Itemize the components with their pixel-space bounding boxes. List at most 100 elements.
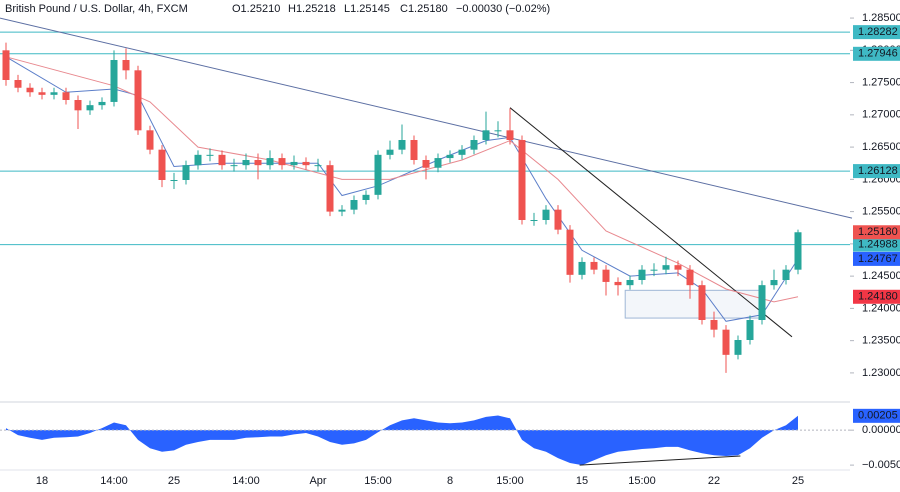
candle-body [50,92,58,95]
candle-body [230,165,238,167]
last-price-label-text: 1.25180 [858,226,898,238]
ohlc-label: C1.25180 [400,3,448,15]
y-tick-label: 1.28500 [862,12,900,24]
candle-body [542,209,550,220]
candle-body [770,280,778,286]
candle-body [626,280,634,286]
candle-body [410,140,418,160]
candle-body [134,70,142,131]
candle-body [386,149,394,155]
candle-body [470,140,478,150]
candle-body [638,269,646,280]
candle-body [566,229,574,275]
candle-body [398,140,406,150]
indicator-label-box [853,408,900,423]
level-label-box [853,164,900,179]
x-tick-label: 15:00 [628,475,656,487]
candle-body [38,92,46,95]
candle-body [62,92,70,100]
candle-body [74,100,82,111]
y-tick-label: 1.25500 [862,206,900,218]
level-label: 1.24988 [853,237,900,252]
ohlc-label: O1.25210 [232,3,280,15]
candle-body [218,154,226,166]
candle-body [518,140,526,220]
x-tick-label: 15 [576,475,588,487]
candle-body [686,269,694,286]
y-tick-label: 1.24000 [862,302,900,314]
candle-body [362,194,370,200]
chart-title: British Pound / U.S. Dollar, 4h, FXCM [5,3,188,15]
candle-body [302,161,310,166]
candle-body [578,261,586,275]
trend-line [509,107,793,338]
ma-label-box [853,251,900,266]
level-label-text: 1.27946 [858,48,898,60]
y-tick-label: 1.27000 [862,109,900,121]
candle-body [698,285,706,320]
trend-line [0,17,853,219]
candle-body [350,200,358,210]
candle-body [98,101,106,106]
candle-body [290,161,298,166]
candle-body [158,149,166,180]
candle-body [614,281,622,286]
candle-body [674,265,682,270]
moving-average [5,56,799,303]
candle-body [182,165,190,180]
candle-body [710,320,718,330]
level-label-text: 1.24988 [858,239,898,251]
ma-label-box [853,289,900,304]
candle-body [326,165,334,212]
candle-body [242,160,250,166]
level-label-text: 1.26128 [858,165,898,177]
candle-body [266,158,274,166]
indicator-area [6,415,798,466]
y-tick-label: 1.26500 [862,141,900,153]
candle-body [662,265,670,270]
x-tick-label: 25 [168,475,180,487]
candle-body [482,130,490,140]
level-label-box [853,46,900,61]
x-tick-label: 8 [447,475,453,487]
candle-body [422,160,430,168]
candle-body [734,340,742,355]
indicator-label-text: 0.00205 [858,410,898,422]
y-tick-label: 1.24500 [862,270,900,282]
last-price-label-box [853,225,900,240]
candle-body [602,269,610,282]
candle-body [794,232,802,270]
ma-label-text: 1.24767 [858,253,898,265]
candle-body [338,209,346,212]
ma-label-text: 1.24180 [858,291,898,303]
level-label-text: 1.28282 [858,26,898,38]
y-tick-label: 1.23500 [862,335,900,347]
change-label: −0.00030 (−0.02%) [456,3,550,15]
y-tick-label: 1.23000 [862,367,900,379]
candle-body [374,154,382,195]
last-price-label: 1.25180 [853,225,900,240]
candle-body [110,60,118,102]
candle-body [506,130,514,140]
candle-body [14,80,22,88]
candle-body [554,209,562,230]
candle-body [590,261,598,270]
candle-body [170,180,178,181]
ma-label: 1.24180 [853,289,900,304]
candle-body [2,50,10,80]
zone-box [624,289,761,319]
x-tick-label: 15:00 [364,475,392,487]
candle-body [278,158,286,166]
indicator-tick-label: 0.00000 [862,424,900,436]
candle-body [458,149,466,155]
ohlc-label: H1.25218 [288,3,336,15]
x-tick-label: 15:00 [496,475,524,487]
level-label: 1.26128 [853,164,900,179]
candle-body [314,165,322,167]
candle-body [434,158,442,168]
x-tick-label: 14:00 [232,475,260,487]
divergence-line [579,455,741,466]
candle-body [254,160,262,166]
